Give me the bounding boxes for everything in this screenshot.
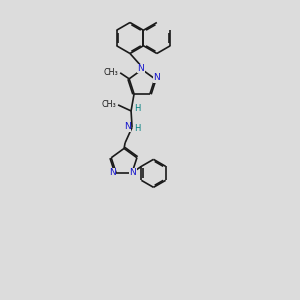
Text: N: N [154, 73, 160, 82]
Text: N: N [109, 168, 116, 177]
Text: N: N [130, 168, 136, 177]
Text: N: N [138, 64, 144, 73]
Text: H: H [134, 124, 141, 133]
Text: CH₃: CH₃ [103, 68, 118, 77]
Text: H: H [134, 104, 140, 113]
Text: CH₃: CH₃ [101, 100, 116, 109]
Text: N: N [124, 122, 130, 131]
